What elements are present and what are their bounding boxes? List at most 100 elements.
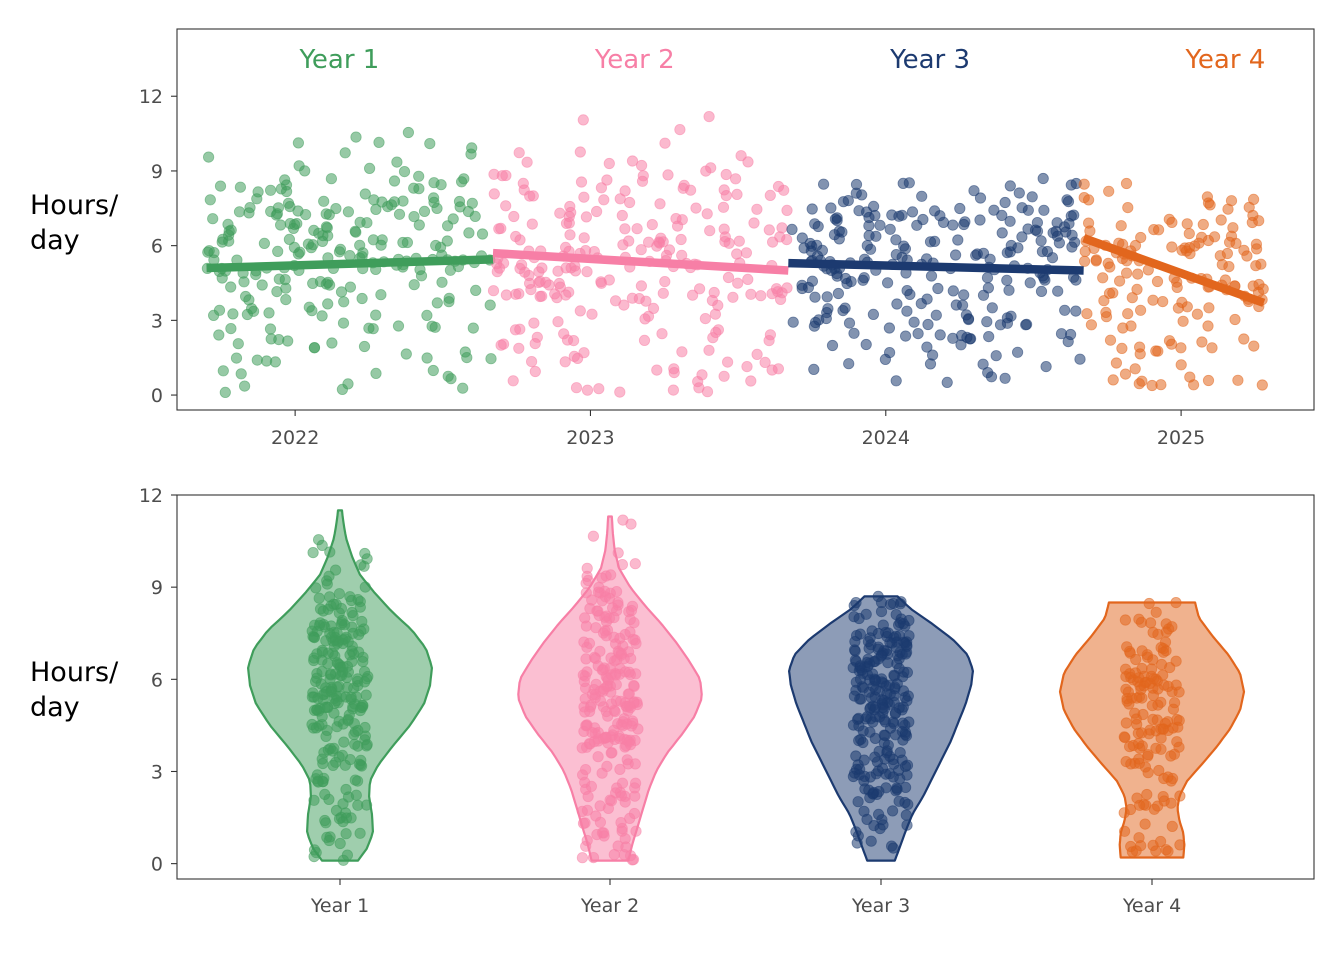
data-point	[225, 281, 237, 293]
violin-point	[349, 738, 361, 750]
data-point	[745, 375, 757, 387]
data-point	[1181, 218, 1193, 230]
data-point	[421, 352, 433, 364]
data-point	[337, 317, 350, 329]
violin-point	[576, 805, 588, 818]
violin-point	[862, 635, 875, 648]
violin-shape	[788, 595, 974, 862]
violin-point	[857, 736, 869, 749]
data-point	[214, 180, 227, 192]
data-point	[563, 217, 575, 229]
data-point	[755, 290, 767, 302]
data-point	[890, 375, 902, 387]
violin-point	[1133, 757, 1146, 769]
data-point	[635, 280, 648, 292]
data-point	[1215, 214, 1227, 226]
data-point	[282, 335, 294, 347]
data-point	[1133, 378, 1145, 390]
violin-point	[332, 697, 344, 709]
data-point	[497, 257, 510, 269]
data-point	[354, 239, 366, 251]
violin-point	[353, 628, 365, 641]
violin-point	[592, 586, 605, 598]
data-point	[618, 299, 630, 311]
y-tick-label: 0	[151, 854, 163, 876]
violin-point	[308, 652, 320, 664]
violin-point	[583, 637, 596, 650]
violin-point	[313, 619, 326, 632]
data-point	[1203, 302, 1215, 314]
data-point	[443, 292, 455, 304]
data-point	[740, 247, 753, 259]
data-point	[809, 218, 821, 230]
data-point	[554, 281, 566, 293]
data-point	[817, 178, 830, 190]
violin-point	[579, 763, 592, 776]
violin-point	[625, 652, 637, 665]
violin-point	[328, 707, 340, 719]
data-point	[578, 191, 590, 203]
violin-point	[1141, 788, 1153, 801]
data-point	[463, 227, 475, 239]
data-point	[796, 232, 808, 244]
data-point	[354, 216, 366, 228]
data-point	[955, 339, 967, 351]
data-point	[1135, 304, 1147, 316]
data-point	[690, 202, 702, 214]
violin-point	[360, 740, 373, 752]
data-point	[623, 196, 636, 209]
data-point	[708, 286, 720, 299]
data-point	[441, 220, 454, 232]
data-point	[397, 195, 409, 207]
data-point	[414, 263, 426, 276]
violins	[247, 509, 1246, 862]
data-point	[721, 356, 734, 368]
violin-point	[603, 592, 616, 605]
data-point	[727, 291, 739, 303]
data-point	[484, 299, 496, 311]
data-point	[659, 275, 671, 288]
data-point	[674, 124, 686, 136]
data-point	[500, 200, 512, 212]
data-point	[805, 245, 817, 257]
data-point	[400, 348, 412, 360]
data-point	[999, 196, 1011, 209]
data-point	[536, 262, 548, 274]
data-point	[659, 137, 671, 149]
violin-point	[1143, 597, 1155, 610]
data-point	[1147, 294, 1159, 306]
data-point	[954, 202, 966, 215]
data-point	[662, 169, 674, 181]
violin-point	[346, 621, 358, 633]
violin-point	[585, 780, 598, 793]
violin-point	[576, 852, 589, 864]
violin-y-axis: 0 3 6 9 12	[139, 485, 177, 876]
violin-point	[352, 799, 364, 811]
data-point	[934, 329, 946, 341]
year-annotations: Year 1 Year 2 Year 3 Year 4	[298, 45, 1265, 75]
data-point	[1107, 374, 1119, 386]
data-point	[821, 291, 833, 303]
violin-point	[312, 776, 324, 788]
data-point	[358, 340, 371, 353]
data-point	[751, 203, 763, 215]
data-point	[316, 310, 328, 322]
violin-point	[857, 725, 869, 737]
data-point	[1066, 229, 1078, 241]
data-point	[580, 211, 593, 223]
data-point	[575, 176, 588, 188]
data-point	[270, 209, 282, 221]
data-point	[772, 180, 785, 193]
data-point	[466, 142, 478, 154]
data-point	[1224, 236, 1236, 248]
violin-point	[321, 724, 333, 737]
data-point	[243, 207, 255, 219]
data-point	[442, 370, 454, 382]
data-point	[363, 322, 375, 334]
data-point	[1238, 244, 1250, 256]
data-point	[1110, 357, 1123, 369]
data-point	[338, 296, 350, 308]
violin-point	[308, 850, 320, 863]
data-point	[1036, 246, 1049, 258]
data-point	[1004, 180, 1016, 192]
